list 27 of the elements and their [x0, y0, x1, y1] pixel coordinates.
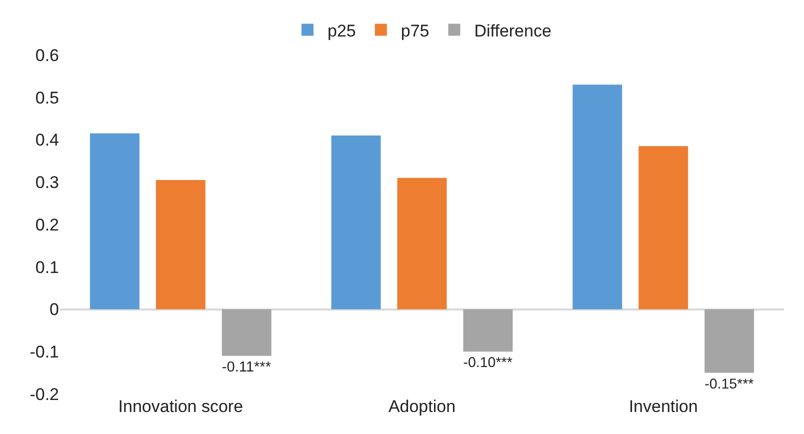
y-tick-label: 0.2 [35, 215, 59, 234]
x-tick-label: Invention [628, 397, 698, 416]
legend-label: p75 [400, 21, 430, 40]
y-tick-label: 0.6 [35, 46, 59, 65]
y-tick-label: 0.4 [35, 130, 59, 150]
bar [638, 146, 688, 310]
y-tick-label: 0.3 [35, 173, 59, 192]
bar [397, 178, 447, 310]
x-tick-label: Innovation score [118, 397, 244, 416]
y-tick-label: 0 [50, 300, 59, 320]
x-tick-label: Adoption [388, 397, 456, 416]
bar [156, 180, 206, 310]
y-tick-label: -0.2 [30, 384, 59, 404]
bar [572, 84, 622, 310]
bar [704, 309, 754, 373]
bar [90, 133, 140, 310]
data-label: -0.15*** [704, 376, 754, 392]
y-tick-label: 0.5 [35, 88, 59, 108]
y-tick-label: -0.1 [30, 342, 59, 362]
bar [331, 136, 381, 310]
legend-label: Difference [474, 21, 552, 40]
bar [463, 309, 513, 352]
bar [222, 309, 272, 356]
y-tick-label: 0.1 [35, 258, 59, 277]
legend-label: p25 [328, 21, 356, 40]
data-label: -0.10*** [463, 355, 513, 372]
data-label: -0.11*** [222, 360, 272, 376]
